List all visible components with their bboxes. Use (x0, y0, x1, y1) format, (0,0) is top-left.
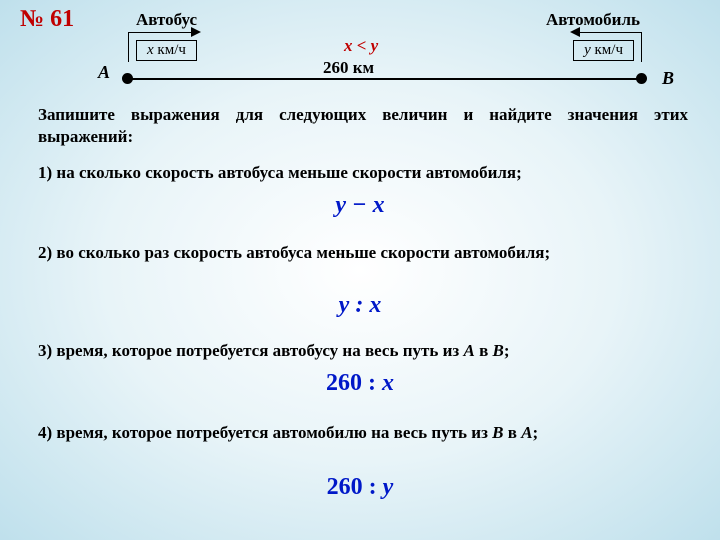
point-b-label: B (662, 68, 674, 89)
a4-var: y (383, 474, 394, 500)
question-4: 4) время, которое потребуется автомобилю… (38, 422, 688, 443)
car-label: Автомобиль (546, 10, 640, 30)
q4-mid: в (504, 423, 522, 442)
a3-var: x (382, 370, 394, 396)
car-speed-box: y км/ч (573, 40, 634, 61)
answer-3: 260 : x (0, 370, 720, 397)
car-arrow-head-icon (570, 27, 580, 37)
point-a-icon (122, 73, 133, 84)
bus-arrow-head-icon (191, 27, 201, 37)
answer-2: y : x (0, 292, 720, 319)
question-3: 3) время, которое потребуется автобусу н… (38, 340, 688, 361)
exercise-number: № 61 (20, 6, 74, 33)
question-1: 1) на сколько скорость автобуса меньше с… (38, 162, 688, 183)
q3-post: ; (504, 341, 510, 360)
car-speed-unit: км/ч (591, 42, 623, 58)
car-speed-var: y (584, 42, 591, 58)
car-arrow-stem-vert (641, 32, 642, 62)
q4-post: ; (533, 423, 539, 442)
q3-mid: в (475, 341, 493, 360)
bus-speed-box: x км/ч (136, 40, 197, 61)
slide: № 61 Автобус Автомобиль x км/ч y км/ч x … (0, 0, 720, 540)
a4-num: 260 : (327, 474, 383, 500)
bus-arrow-stem-hori (128, 32, 194, 33)
car-arrow-stem-hori (576, 32, 642, 33)
distance-label: 260 км (323, 58, 374, 78)
question-2: 2) во сколько раз скорость автобуса мень… (38, 242, 688, 263)
q3-b: B (493, 341, 504, 360)
q4-a: A (521, 423, 532, 442)
point-a-label: A (98, 62, 110, 83)
q4-pre: 4) время, которое потребуется автомобилю… (38, 423, 492, 442)
bus-arrow-stem-vert (128, 32, 129, 62)
q3-a: A (463, 341, 474, 360)
bus-speed-unit: км/ч (154, 42, 186, 58)
q4-b: B (492, 423, 503, 442)
bus-label: Автобус (136, 10, 197, 30)
point-b-icon (636, 73, 647, 84)
answer-1: y − x (0, 192, 720, 219)
inequality: x < y (344, 36, 378, 56)
answer-4: 260 : y (0, 474, 720, 501)
a3-num: 260 : (326, 370, 382, 396)
q3-pre: 3) время, которое потребуется автобусу н… (38, 341, 463, 360)
diagram: Автобус Автомобиль x км/ч y км/ч x < y 2… (100, 10, 660, 90)
segment-ab (124, 78, 642, 80)
intro-text: Запишите выражения для следующих величин… (38, 104, 688, 148)
bus-speed-var: x (147, 42, 154, 58)
